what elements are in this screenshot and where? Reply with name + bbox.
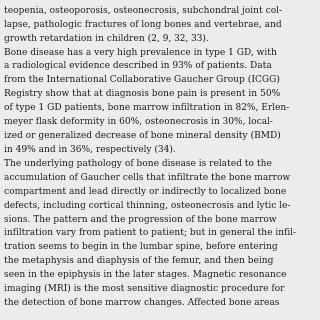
Text: meyer flask deformity in 60%, osteonecrosis in 30%, local-: meyer flask deformity in 60%, osteonecro…	[4, 117, 273, 126]
Text: accumulation of Gaucher cells that infiltrate the bone marrow: accumulation of Gaucher cells that infil…	[4, 173, 290, 182]
Text: tration seems to begin in the lumbar spine, before entering: tration seems to begin in the lumbar spi…	[4, 243, 277, 252]
Text: growth retardation in children (2, 9, 32, 33).: growth retardation in children (2, 9, 32…	[4, 34, 209, 43]
Text: sions. The pattern and the progression of the bone marrow: sions. The pattern and the progression o…	[4, 214, 276, 224]
Text: imaging (MRI) is the most sensitive diagnostic procedure for: imaging (MRI) is the most sensitive diag…	[4, 284, 284, 293]
Text: Bone disease has a very high prevalence in type 1 GD, with: Bone disease has a very high prevalence …	[4, 48, 277, 57]
Text: the detection of bone marrow changes. Affected bone areas: the detection of bone marrow changes. Af…	[4, 298, 279, 307]
Text: of type 1 GD patients, bone marrow infiltration in 82%, Erlen-: of type 1 GD patients, bone marrow infil…	[4, 103, 289, 112]
Text: in 49% and in 36%, respectively (34).: in 49% and in 36%, respectively (34).	[4, 145, 176, 154]
Text: ized or generalized decrease of bone mineral density (BMD): ized or generalized decrease of bone min…	[4, 131, 281, 140]
Text: the metaphysis and diaphysis of the femur, and then being: the metaphysis and diaphysis of the femu…	[4, 256, 273, 265]
Text: defects, including cortical thinning, osteonecrosis and lytic le-: defects, including cortical thinning, os…	[4, 201, 290, 210]
Text: infiltration vary from patient to patient; but in general the infil-: infiltration vary from patient to patien…	[4, 228, 296, 237]
Text: teopenia, osteoporosis, osteonecrosis, subchondral joint col-: teopenia, osteoporosis, osteonecrosis, s…	[4, 6, 282, 15]
Text: compartment and lead directly or indirectly to localized bone: compartment and lead directly or indirec…	[4, 187, 286, 196]
Text: seen in the epiphysis in the later stages. Magnetic resonance: seen in the epiphysis in the later stage…	[4, 270, 286, 279]
Text: The underlying pathology of bone disease is related to the: The underlying pathology of bone disease…	[4, 159, 272, 168]
Text: from the International Collaborative Gaucher Group (ICGG): from the International Collaborative Gau…	[4, 76, 280, 84]
Text: a radiological evidence described in 93% of patients. Data: a radiological evidence described in 93%…	[4, 61, 272, 70]
Text: Registry show that at diagnosis bone pain is present in 50%: Registry show that at diagnosis bone pai…	[4, 89, 280, 98]
Text: lapse, pathologic fractures of long bones and vertebrae, and: lapse, pathologic fractures of long bone…	[4, 20, 282, 29]
